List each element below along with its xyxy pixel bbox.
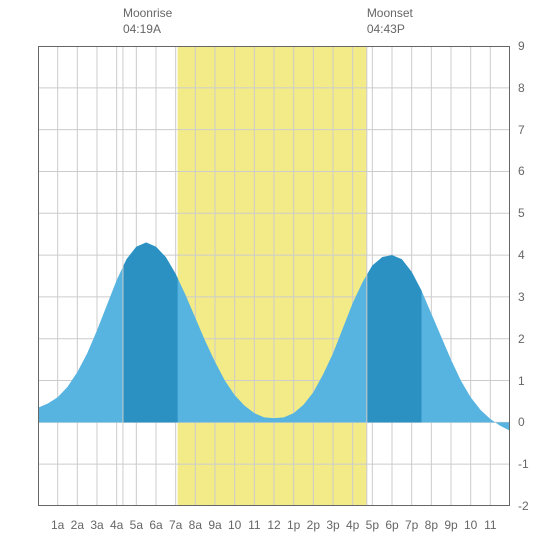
y-tick-label: 5 (518, 206, 525, 220)
x-tick-label: 3p (326, 518, 339, 532)
moonrise-annotation: Moonrise 04:19A (123, 6, 172, 37)
y-tick-label: 3 (518, 290, 525, 304)
x-tick-label: 9a (208, 518, 221, 532)
x-tick-label: 6a (149, 518, 162, 532)
x-tick-label: 4a (110, 518, 123, 532)
y-tick-label: 0 (518, 415, 525, 429)
y-tick-label: -1 (518, 457, 529, 471)
moonset-annotation: Moonset 04:43P (367, 6, 413, 37)
x-tick-label: 1p (287, 518, 300, 532)
y-tick-label: 7 (518, 123, 525, 137)
x-tick-label: 11 (484, 518, 496, 532)
x-tick-label: 8a (189, 518, 202, 532)
y-tick-label: 8 (518, 81, 525, 95)
y-tick-label: -2 (518, 499, 529, 513)
x-tick-label: 1a (51, 518, 64, 532)
x-tick-label: 10 (228, 518, 241, 532)
moonset-time: 04:43P (367, 22, 413, 38)
x-tick-label: 7a (169, 518, 182, 532)
x-tick-label: 9p (444, 518, 457, 532)
y-tick-label: 9 (518, 39, 525, 53)
x-tick-label: 11 (248, 518, 260, 532)
plot-area (38, 46, 510, 506)
x-tick-label: 3a (90, 518, 103, 532)
x-tick-label: 8p (425, 518, 438, 532)
y-tick-label: 6 (518, 164, 525, 178)
x-tick-label: 5p (366, 518, 379, 532)
x-tick-label: 7p (405, 518, 418, 532)
moonset-title: Moonset (367, 6, 413, 22)
x-tick-label: 5a (130, 518, 143, 532)
x-tick-label: 2p (307, 518, 320, 532)
x-tick-label: 6p (385, 518, 398, 532)
x-tick-label: 2a (71, 518, 84, 532)
y-tick-label: 1 (518, 374, 525, 388)
tide-chart: Moonrise 04:19A Moonset 04:43P -2-101234… (0, 0, 550, 550)
x-tick-label: 12 (267, 518, 280, 532)
x-tick-label: 4p (346, 518, 359, 532)
moonrise-title: Moonrise (123, 6, 172, 22)
moonrise-time: 04:19A (123, 22, 172, 38)
y-tick-label: 4 (518, 248, 525, 262)
y-tick-label: 2 (518, 332, 525, 346)
x-tick-label: 10 (464, 518, 477, 532)
